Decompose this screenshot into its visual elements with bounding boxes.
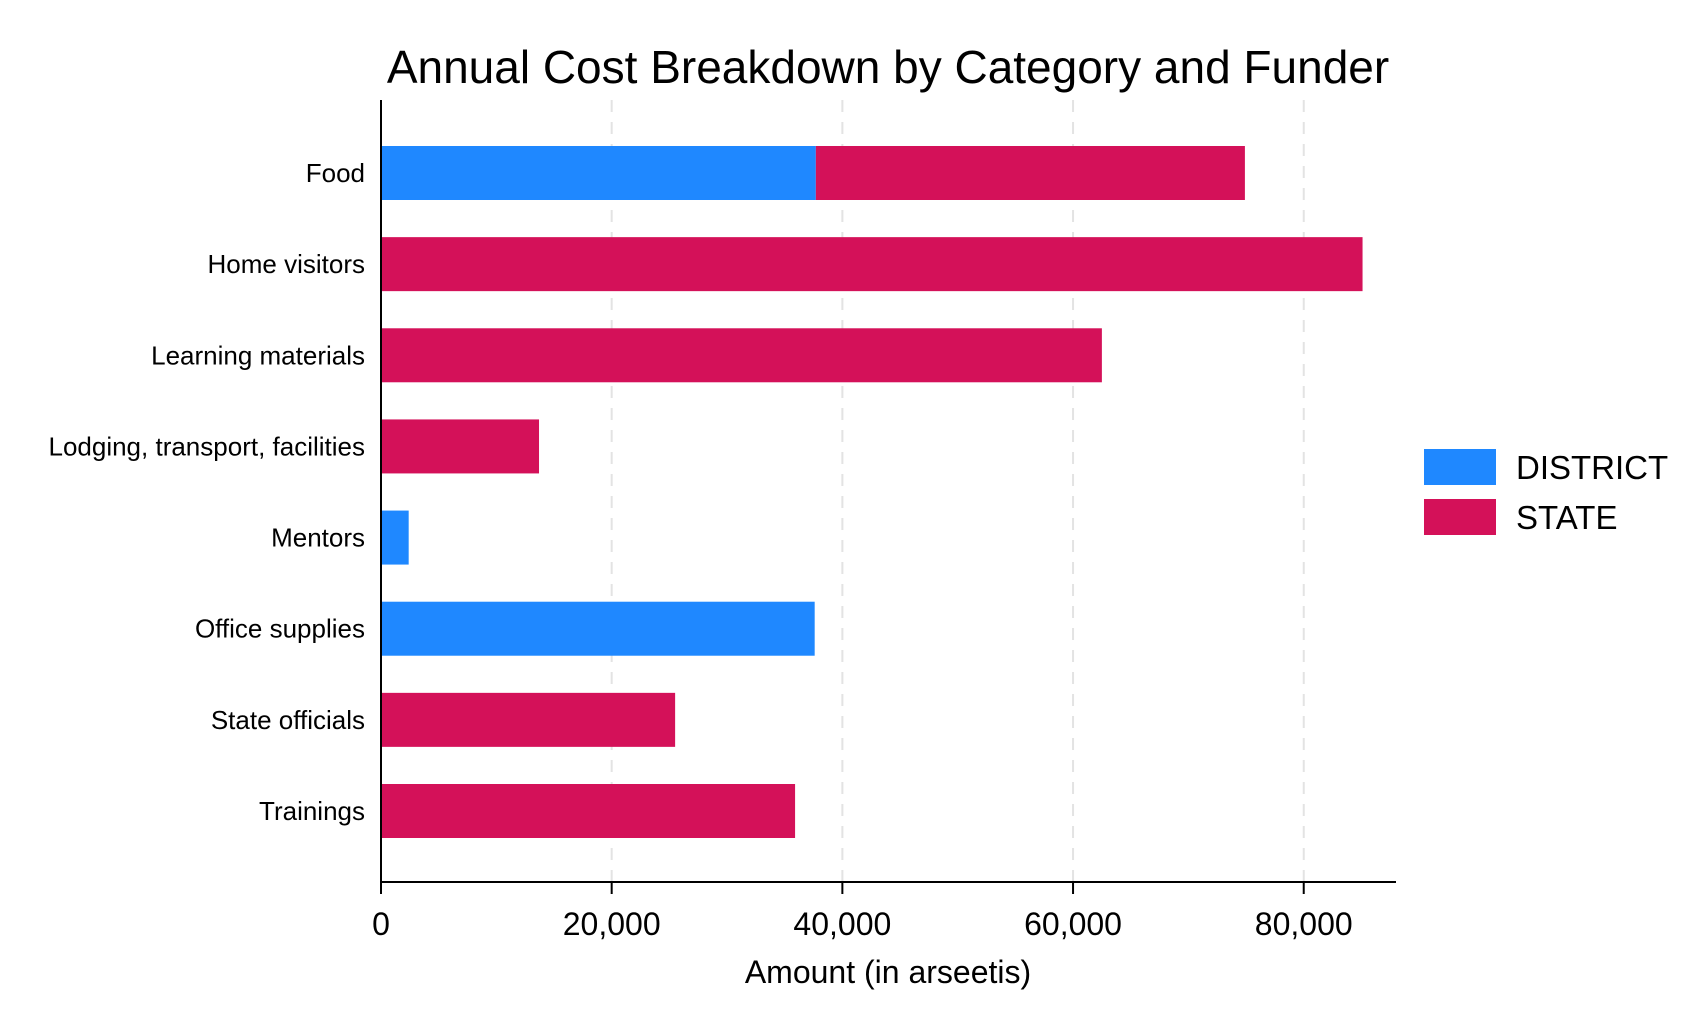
bar-state xyxy=(381,419,540,474)
bars xyxy=(381,146,1363,838)
bar-state xyxy=(815,146,1245,200)
category-label: Lodging, transport, facilities xyxy=(48,431,365,461)
category-label: Food xyxy=(306,158,365,188)
bar-state xyxy=(381,692,676,747)
chart-title: Annual Cost Breakdown by Category and Fu… xyxy=(387,41,1389,93)
gridlines xyxy=(610,100,1305,882)
category-label: Trainings xyxy=(259,796,365,826)
bar-state xyxy=(381,328,1102,383)
legend-swatch-district xyxy=(1424,449,1496,485)
x-axis-label: Amount (in arseetis) xyxy=(745,954,1031,990)
x-tick-label: 40,000 xyxy=(793,906,891,942)
bar-state xyxy=(381,784,796,838)
category-label: Mentors xyxy=(271,523,365,553)
legend: DISTRICT STATE xyxy=(1424,449,1668,536)
legend-swatch-state xyxy=(1424,499,1496,535)
x-ticks: 0 20,000 40,000 60,000 80,000 xyxy=(372,882,1353,942)
category-label: Home visitors xyxy=(208,249,365,279)
category-label: Learning materials xyxy=(151,340,365,370)
x-tick-label: 20,000 xyxy=(563,906,661,942)
bar-district xyxy=(381,146,816,200)
x-tick-label: 60,000 xyxy=(1024,906,1122,942)
category-label: Office supplies xyxy=(195,614,365,644)
category-label: State officials xyxy=(211,705,365,735)
axes xyxy=(380,100,1396,883)
legend-label-state: STATE xyxy=(1516,499,1617,536)
x-tick-label: 80,000 xyxy=(1255,906,1353,942)
bar-district xyxy=(381,510,409,565)
x-tick-label: 0 xyxy=(372,906,390,942)
category-labels: Food Home visitors Learning materials Lodgi… xyxy=(48,158,365,826)
bar-district xyxy=(381,601,815,656)
bar-state xyxy=(381,237,1363,292)
legend-label-district: DISTRICT xyxy=(1516,449,1668,486)
